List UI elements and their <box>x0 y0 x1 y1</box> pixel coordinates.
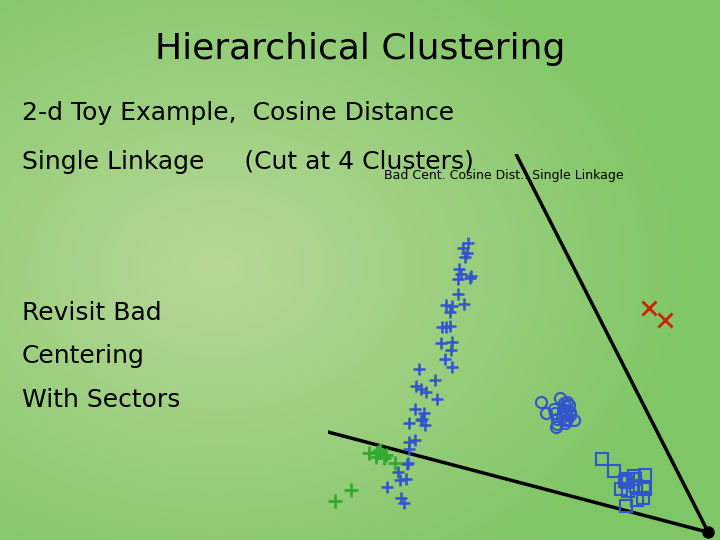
Text: Hierarchical Clustering: Hierarchical Clustering <box>155 32 565 65</box>
Text: Centering: Centering <box>22 345 145 368</box>
Text: 2-d Toy Example,  Cosine Distance: 2-d Toy Example, Cosine Distance <box>22 102 454 125</box>
Text: Revisit Bad: Revisit Bad <box>22 301 161 325</box>
Text: Single Linkage     (Cut at 4 Clusters): Single Linkage (Cut at 4 Clusters) <box>22 150 474 174</box>
Text: Bad Cent. Cosine Dist.. Single Linkage: Bad Cent. Cosine Dist.. Single Linkage <box>384 170 624 183</box>
Text: With Sectors: With Sectors <box>22 388 180 411</box>
